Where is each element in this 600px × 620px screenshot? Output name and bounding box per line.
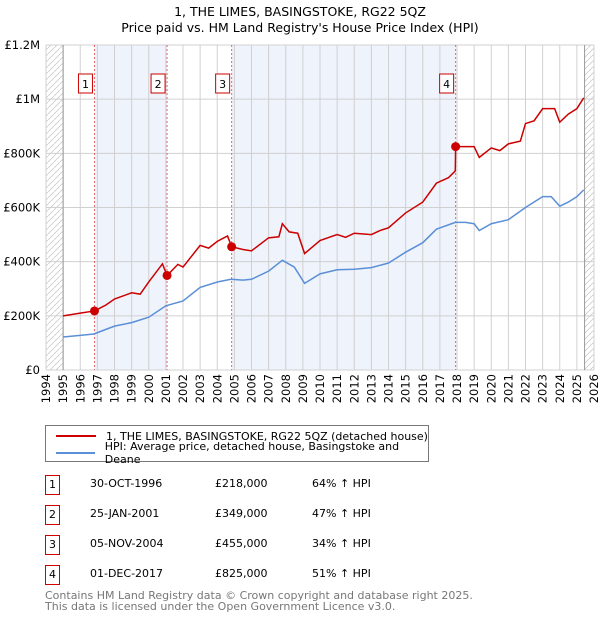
x-tick-label: 1998: [108, 374, 122, 403]
x-tick-label: 2019: [467, 374, 481, 403]
y-tick-label: £800K: [3, 146, 40, 160]
footer-line-2: This data is licensed under the Open Gov…: [45, 600, 396, 613]
sale-label-box: [77, 73, 93, 94]
sale-number: 2: [45, 505, 60, 525]
x-tick-label: 2012: [347, 374, 361, 403]
legend: 1, THE LIMES, BASINGSTOKE, RG22 5QZ (det…: [45, 425, 429, 466]
sale-label-box: [150, 73, 166, 94]
sale-label: 4: [443, 78, 450, 91]
sale-point: [89, 306, 99, 316]
y-tick-label: £400K: [3, 255, 40, 269]
x-tick-label: 2013: [364, 374, 378, 403]
x-tick-label: 2010: [313, 374, 327, 403]
sale-price: £825,000: [215, 567, 268, 580]
x-tick-label: 2016: [416, 374, 430, 403]
sale-label: 2: [155, 78, 162, 91]
x-tick-label: 2023: [536, 374, 550, 403]
sale-date: 25-JAN-2001: [90, 507, 160, 520]
x-tick-label: 2004: [210, 374, 224, 403]
sale-date: 05-NOV-2004: [90, 537, 164, 550]
sale-point: [451, 142, 461, 152]
x-tick-label: 1999: [125, 374, 139, 403]
x-tick-label: 2007: [262, 374, 276, 403]
x-tick-label: 2015: [399, 374, 413, 403]
y-tick-label: £200K: [3, 309, 40, 323]
sale-price: £218,000: [215, 477, 268, 490]
x-tick-label: 2014: [382, 374, 396, 403]
x-tick-label: 2006: [245, 374, 259, 403]
x-tick-label: 1997: [90, 374, 104, 403]
sale-label-box: [215, 73, 231, 94]
x-tick-label: 2025: [570, 374, 584, 403]
sale-date: 01-DEC-2017: [90, 567, 164, 580]
x-tick-label: 2000: [142, 374, 156, 403]
sale-point: [227, 242, 237, 252]
sale-point: [162, 270, 172, 280]
sale-number: 4: [45, 565, 60, 585]
y-tick-label: £600K: [3, 201, 40, 215]
x-tick-label: 2001: [159, 374, 173, 403]
sale-price: £455,000: [215, 537, 268, 550]
legend-label: HPI: Average price, detached house, Basi…: [104, 440, 400, 466]
sale-label-box: [439, 73, 455, 94]
y-tick-label: £0: [25, 363, 40, 377]
legend-item-price: 1, THE LIMES, BASINGSTOKE, RG22 5QZ (det…: [56, 428, 428, 444]
sale-number: 1: [45, 475, 60, 495]
x-tick-label: 2008: [279, 374, 293, 403]
sale-hpi-change: 34% ↑ HPI: [312, 537, 371, 550]
sale-hpi-change: 47% ↑ HPI: [312, 507, 371, 520]
y-tick-label: £1M: [15, 92, 40, 106]
x-tick-label: 2021: [501, 374, 515, 403]
x-tick-label: 2003: [193, 374, 207, 403]
x-tick-label: 1995: [56, 374, 70, 403]
legend-item-hpi: HPI: Average price, detached house, Basi…: [56, 440, 428, 466]
x-tick-label: 2005: [227, 374, 241, 403]
series-line: [63, 189, 585, 338]
x-tick-label: 2017: [433, 374, 447, 403]
chart-plot: 1994 1995 1996 1997 1998 1999 2000 2001 2002 2003…: [3, 38, 600, 403]
x-tick-label: 2020: [484, 374, 498, 403]
x-tick-label: 2002: [176, 374, 190, 403]
chart-subtitle: Price paid vs. HM Land Registry's House …: [121, 20, 479, 35]
x-tick-label: 2018: [450, 374, 464, 403]
sale-label: 3: [219, 78, 226, 91]
legend-label: 1, THE LIMES, BASINGSTOKE, RG22 5QZ (det…: [106, 429, 428, 443]
x-tick-label: 2009: [296, 374, 310, 403]
sale-date: 30-OCT-1996: [90, 477, 163, 490]
x-tick-label: 2024: [553, 374, 567, 403]
sale-label: 1: [82, 78, 89, 91]
sale-price: £349,000: [215, 507, 268, 520]
sale-hpi-change: 64% ↑ HPI: [312, 477, 371, 490]
x-tick-label: 2022: [519, 374, 533, 403]
chart-title: 1, THE LIMES, BASINGSTOKE, RG22 5QZ: [174, 4, 426, 19]
footer-line-1: Contains HM Land Registry data © Crown c…: [45, 589, 473, 602]
sale-hpi-change: 51% ↑ HPI: [312, 567, 371, 580]
y-tick-label: £1.2M: [4, 38, 40, 52]
x-tick-label: 1994: [39, 374, 53, 403]
x-tick-label: 2011: [330, 374, 344, 403]
x-tick-label: 1996: [73, 374, 87, 403]
x-tick-label: 2026: [587, 374, 600, 403]
sale-number: 3: [45, 535, 60, 555]
